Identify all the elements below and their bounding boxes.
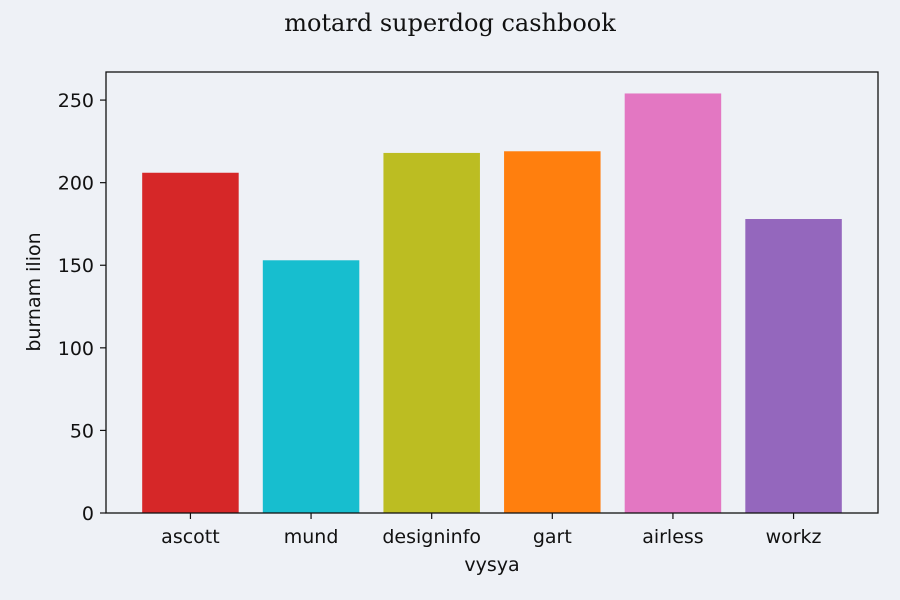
x-tick-label: designinfo xyxy=(382,526,481,548)
y-axis-label: burnam ilion xyxy=(23,232,45,351)
bars-group xyxy=(142,93,842,513)
bar-mund xyxy=(262,260,360,513)
plot-frame xyxy=(105,71,879,514)
x-axis: ascott mund designinfo gart airless workz xyxy=(161,513,822,548)
bar-airless xyxy=(624,93,722,513)
y-tick-label: 50 xyxy=(70,420,94,442)
y-tick-label: 0 xyxy=(82,503,94,525)
y-tick-label: 150 xyxy=(58,255,94,277)
chart-title: motard superdog cashbook xyxy=(284,9,616,37)
x-tick-label: ascott xyxy=(161,526,220,548)
bar-gart xyxy=(504,151,601,513)
bar-designinfo xyxy=(383,152,480,513)
x-tick-label: workz xyxy=(766,526,822,548)
bar-workz xyxy=(745,219,842,513)
y-axis: 0 50 100 150 200 250 xyxy=(58,90,106,525)
y-tick-label: 200 xyxy=(58,173,94,195)
x-tick-label: gart xyxy=(533,526,572,548)
x-tick-label: mund xyxy=(284,526,339,548)
y-tick-label: 100 xyxy=(58,338,94,360)
x-axis-label: vysya xyxy=(464,554,519,576)
bar-ascott xyxy=(142,172,239,513)
y-tick-label: 250 xyxy=(58,90,94,112)
x-tick-label: airless xyxy=(642,526,704,548)
